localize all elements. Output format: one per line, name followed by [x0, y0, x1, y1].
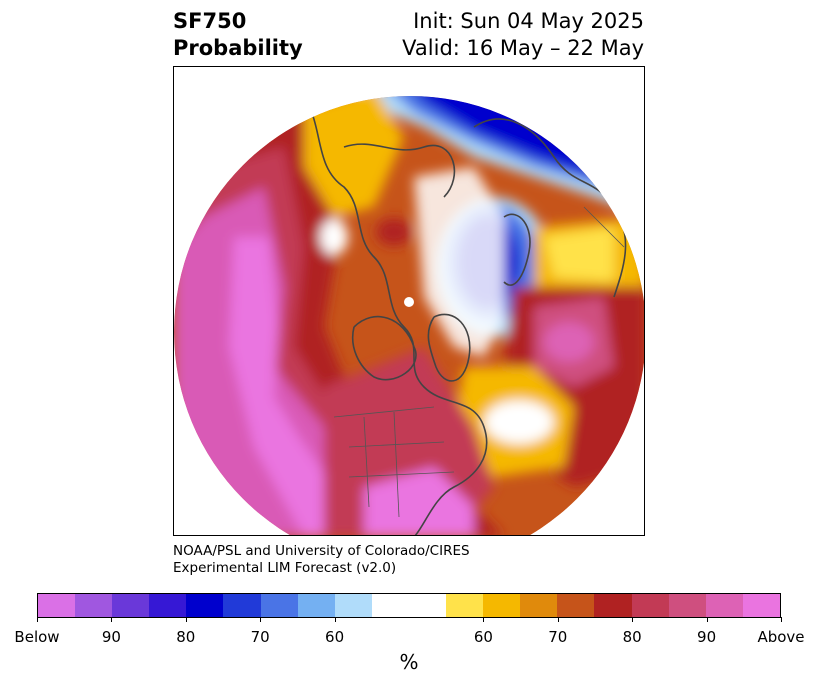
- region-namerica-above-strong: [364, 467, 474, 535]
- colorbar-segment: [668, 594, 706, 617]
- border-europe-2: [583, 206, 625, 248]
- colorbar-tick-mark: [111, 617, 113, 622]
- border-us-canada: [333, 406, 435, 418]
- colorbar-segment: [446, 594, 484, 617]
- colorbar-segment: [334, 594, 372, 617]
- colorbar-segment: [631, 594, 669, 617]
- colorbar-unit: %: [399, 650, 419, 674]
- colorbar-segment: [112, 594, 150, 617]
- colorbar-tick-mark: [632, 617, 634, 622]
- map-title: SF750 Probability: [173, 8, 303, 62]
- colorbar-tick-label: 60: [325, 628, 345, 646]
- colorbar-segment: [223, 594, 261, 617]
- colorbar-tick-mark: [334, 617, 336, 622]
- colorbar-segment: [594, 594, 632, 617]
- colorbar-tick-label: 60: [473, 628, 493, 646]
- credit-text: NOAA/PSL and University of Colorado/CIRE…: [173, 543, 470, 577]
- colorbar: [37, 593, 781, 618]
- colorbar-tick-label: Above: [757, 628, 805, 646]
- border-states-2: [393, 411, 400, 518]
- forecast-dates: Init: Sun 04 May 2025 Valid: 16 May – 22…: [402, 8, 644, 62]
- colorbar-tick-mark: [706, 617, 708, 622]
- colorbar-tick-mark: [185, 617, 187, 622]
- region-east-above-strong: [544, 322, 594, 362]
- colorbar-tick-label: Below: [14, 628, 60, 646]
- colorbar-segment: [297, 594, 335, 617]
- probability-field: [174, 96, 644, 535]
- colorbar-tick-mark: [37, 617, 38, 622]
- colorbar-segment: [38, 594, 76, 617]
- region-alaska-neutral: [320, 219, 348, 255]
- coast-alaska: [303, 96, 488, 535]
- border-states-3: [348, 441, 445, 448]
- coast-siberia: [343, 143, 456, 198]
- region-atlantic-neutral: [484, 400, 554, 444]
- region-alaska-warm: [304, 96, 404, 217]
- colorbar-segment: [483, 594, 521, 617]
- polar-map-svg: [174, 96, 644, 535]
- colorbar-segment: [260, 594, 298, 617]
- credit-line-2: Experimental LIM Forecast (v2.0): [173, 560, 397, 576]
- title-variable: SF750: [173, 9, 247, 33]
- colorbar-segment: [557, 594, 595, 617]
- region-warm-lowest-east: [544, 227, 614, 282]
- colorbar-tick-label: 90: [697, 628, 717, 646]
- colorbar-segment: [742, 594, 780, 617]
- coastlines: [303, 96, 627, 535]
- colorbar-tick-label: 70: [548, 628, 568, 646]
- coast-europe: [473, 118, 627, 298]
- probability-map: [173, 66, 645, 536]
- coast-hudson: [352, 315, 417, 381]
- colorbar-tick-mark: [557, 617, 559, 622]
- region-neutral: [414, 167, 504, 357]
- colorbar-tick-mark: [260, 617, 262, 622]
- credit-line-1: NOAA/PSL and University of Colorado/CIRE…: [173, 543, 470, 559]
- init-date: Init: Sun 04 May 2025: [413, 9, 644, 33]
- neutral-spot: [404, 297, 414, 307]
- title-type: Probability: [173, 36, 303, 60]
- colorbar-segment: [186, 594, 224, 617]
- colorbar-segment: [520, 594, 558, 617]
- colorbar-segment: [705, 594, 743, 617]
- coast-greenland: [427, 313, 471, 382]
- coast-scandinavia: [503, 213, 531, 286]
- colorbar-tick-mark: [483, 617, 485, 622]
- colorbar-segment: [371, 594, 447, 617]
- valid-range: Valid: 16 May – 22 May: [402, 36, 644, 60]
- colorbar-tick-label: 80: [176, 628, 196, 646]
- colorbar-tick-label: 80: [622, 628, 642, 646]
- region-siberia-above: [376, 218, 412, 246]
- region-pacific-above-strong: [229, 237, 374, 535]
- colorbar-tick-label: 70: [250, 628, 270, 646]
- colorbar-tick-mark: [781, 617, 782, 622]
- colorbar-segment: [75, 594, 113, 617]
- colorbar-tick-label: 90: [101, 628, 121, 646]
- border-states-4: [348, 471, 455, 478]
- border-states-1: [363, 416, 370, 508]
- colorbar-segment: [149, 594, 187, 617]
